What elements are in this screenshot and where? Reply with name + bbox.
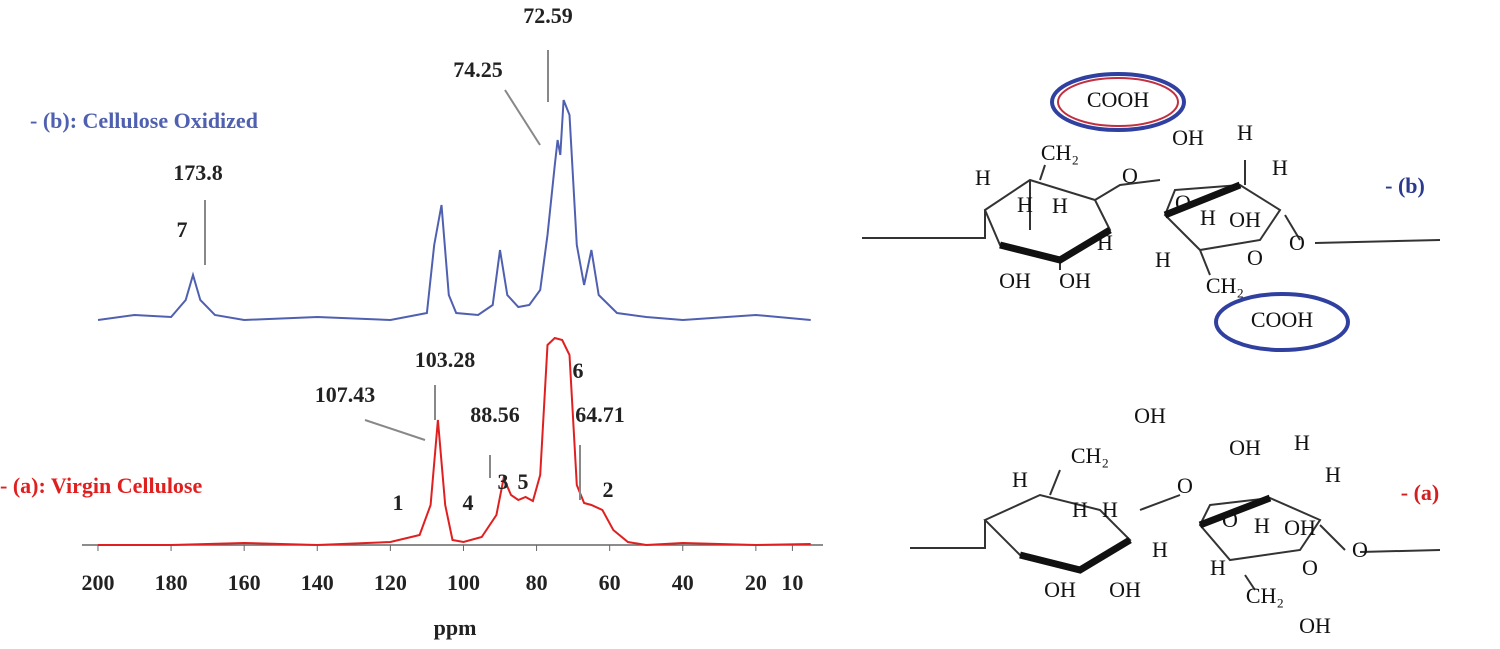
atom-label: OH <box>999 268 1031 293</box>
structure-label: - (a) <box>1401 480 1439 505</box>
series-label: - (b): Cellulose Oxidized <box>30 108 258 133</box>
x-tick-label: 180 <box>155 570 188 595</box>
peak-label: 7 <box>177 217 188 242</box>
atom-label: H <box>1102 497 1118 522</box>
peak-label: 3 <box>498 469 509 494</box>
atom-label: OH <box>1044 577 1076 602</box>
atom-label: O <box>1302 555 1318 580</box>
atom-label: OH <box>1172 125 1204 150</box>
peak-label: 5 <box>518 469 529 494</box>
atom-label: O <box>1122 163 1138 188</box>
atom-label: OH <box>1134 403 1166 428</box>
peak-label: 2 <box>603 477 614 502</box>
x-tick-label: 60 <box>599 570 621 595</box>
atom-label: H <box>1017 192 1033 217</box>
atom-label: CH₂ <box>1206 273 1244 298</box>
atom-label: H <box>1210 555 1226 580</box>
peak-label: 173.8 <box>173 160 223 185</box>
atom-label: OH <box>1229 435 1261 460</box>
atom-label: H <box>1072 497 1088 522</box>
atom-label: OH <box>1109 577 1141 602</box>
atom-label: O <box>1352 537 1368 562</box>
atom-label: H <box>1325 462 1341 487</box>
atom-label: CH₂ <box>1041 140 1079 165</box>
leader-line <box>364 419 426 441</box>
series-label: - (a): Virgin Cellulose <box>0 473 202 498</box>
peak-label: 72.59 <box>523 3 573 28</box>
atom-label: H <box>1272 155 1288 180</box>
atom-label: O <box>1175 190 1191 215</box>
atom-label: H <box>1237 120 1253 145</box>
atom-label: O <box>1247 245 1263 270</box>
atom-label: CH₂ <box>1246 583 1284 608</box>
atom-label: O <box>1177 473 1193 498</box>
atom-label: H <box>1052 193 1068 218</box>
atom-label: O <box>1222 507 1238 532</box>
atom-label: OH <box>1299 613 1331 638</box>
atom-label: H <box>1155 247 1171 272</box>
peak-label: 88.56 <box>470 402 520 427</box>
atom-label: H <box>1254 513 1270 538</box>
spectrum-line <box>98 336 811 547</box>
structure-bonds <box>862 72 1441 591</box>
atom-label: COOH <box>1087 87 1149 112</box>
peak-label: 103.28 <box>415 347 476 372</box>
x-tick-label: 80 <box>526 570 548 595</box>
atom-label: O <box>1289 230 1305 255</box>
x-tick-label: 140 <box>301 570 334 595</box>
atom-label: CH₂ <box>1071 443 1109 468</box>
atom-label: H <box>1294 430 1310 455</box>
atom-label: COOH <box>1251 307 1313 332</box>
x-axis-label: ppm <box>434 615 477 640</box>
peak-label: 107.43 <box>315 382 376 407</box>
peak-label: 64.71 <box>575 402 625 427</box>
x-tick-label: 160 <box>228 570 261 595</box>
x-tick-label: 40 <box>672 570 694 595</box>
peak-label: 74.25 <box>453 57 503 82</box>
x-tick-label: 100 <box>447 570 480 595</box>
atom-label: H <box>1152 537 1168 562</box>
spectrum-line <box>97 99 811 322</box>
x-tick-label: 120 <box>374 570 407 595</box>
atom-label: H <box>1097 230 1113 255</box>
peak-label: 6 <box>573 358 584 383</box>
structure-label: - (b) <box>1385 173 1425 198</box>
x-tick-label: 20 <box>745 570 767 595</box>
leader-line <box>504 89 541 146</box>
peak-label: 4 <box>463 490 474 515</box>
peak-label: 1 <box>393 490 404 515</box>
atom-label: OH <box>1059 268 1091 293</box>
atom-label: H <box>1012 467 1028 492</box>
atom-label: H <box>1200 205 1216 230</box>
atom-label: OH <box>1284 515 1316 540</box>
x-tick-label: 200 <box>81 570 114 595</box>
atom-label: OH <box>1229 207 1261 232</box>
x-tick-label: 10 <box>781 570 803 595</box>
atom-label: H <box>975 165 991 190</box>
